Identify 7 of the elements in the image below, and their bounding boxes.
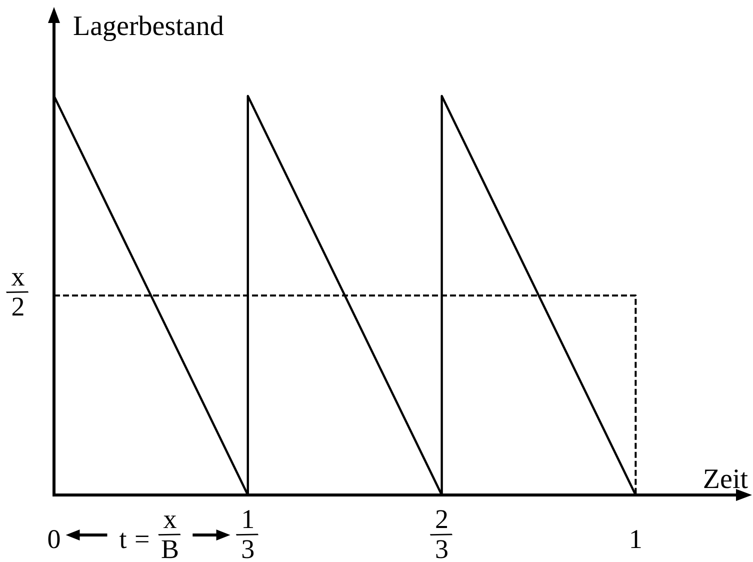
x-axis-title: Zeit (702, 464, 748, 495)
y-axis-title: Lagerbestand (73, 11, 224, 42)
x-tick-label: 0 (47, 524, 61, 554)
x-tick-label: 1 (628, 524, 642, 554)
x-tick-label: 2/3 (424, 504, 460, 562)
x-tick-label: 1/3 (230, 504, 266, 562)
series-label: x/2 (0, 262, 36, 322)
